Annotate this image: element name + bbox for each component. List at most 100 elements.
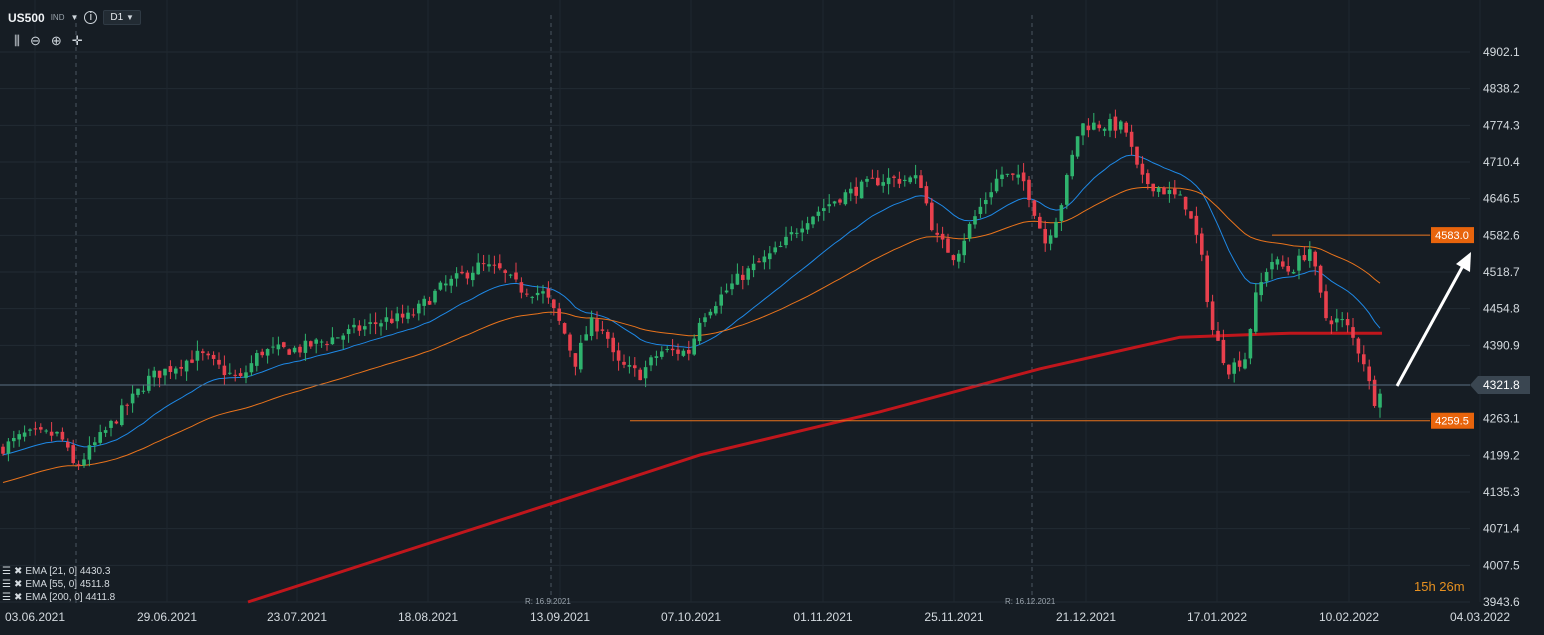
settings-icon[interactable]: ☰ (2, 566, 11, 577)
chart-grid (0, 0, 1481, 604)
trend-arrow[interactable] (1395, 261, 1467, 387)
y-tick-label: 4774.3 (1483, 118, 1520, 132)
indicator-row[interactable]: ☰ ✖ EMA [55, 0] 4511.8 (2, 578, 115, 591)
candle (76, 464, 81, 466)
candle (508, 274, 513, 276)
candle (579, 342, 583, 370)
candle (951, 255, 956, 261)
indicator-row[interactable]: ☰ ✖ EMA [200, 0] 4411.8 (2, 591, 115, 604)
candle (1167, 190, 1172, 194)
candle (427, 300, 432, 305)
candle (390, 318, 394, 323)
candle (519, 282, 524, 293)
candle (681, 350, 686, 356)
indicator-row[interactable]: ☰ ✖ EMA [21, 0] 4430.3 (2, 565, 115, 578)
y-tick-label: 4263.1 (1483, 412, 1520, 426)
candle (1038, 216, 1042, 229)
candle (724, 290, 729, 293)
candle (535, 292, 540, 296)
timeframe-select[interactable]: D1 ▼ (103, 10, 141, 25)
candle (1237, 360, 1242, 367)
zoom-out-icon[interactable]: ⊖ (29, 33, 41, 48)
candle (1318, 265, 1323, 293)
settings-icon[interactable]: ☰ (2, 592, 11, 603)
candle (1183, 196, 1188, 210)
candles-icon[interactable]: ⫼ (14, 33, 20, 48)
candle (157, 370, 162, 378)
candle (1005, 173, 1010, 175)
candle (487, 264, 491, 267)
candle (865, 178, 869, 182)
candle (568, 334, 572, 351)
current-price-badge (1470, 375, 1530, 394)
zoom-in-icon[interactable]: ⊕ (50, 33, 62, 48)
info-icon[interactable]: i (84, 11, 98, 24)
candle (924, 186, 929, 204)
candle (465, 272, 470, 279)
chevron-down-icon[interactable]: ▼ (70, 13, 79, 22)
candle (525, 293, 529, 295)
candle (849, 188, 853, 194)
candle (433, 290, 437, 303)
candle (346, 329, 351, 334)
chart-toolbar: US500 IND ▼ i D1 ▼ (8, 10, 141, 25)
candle (1011, 173, 1015, 175)
candle (530, 296, 534, 298)
candle (838, 199, 842, 203)
current-price-label: 4321.8 (1483, 378, 1520, 392)
candle (649, 357, 653, 366)
candle (163, 368, 167, 376)
candle (1270, 261, 1274, 270)
candle (984, 199, 988, 205)
level-badge[interactable] (1431, 227, 1474, 244)
candle (82, 459, 86, 466)
candle (1113, 116, 1118, 131)
candle (406, 312, 410, 319)
candle (881, 182, 885, 186)
x-tick-label: 25.11.2021 (924, 610, 983, 624)
close-icon[interactable]: ✖ (13, 566, 23, 577)
candle (6, 441, 11, 454)
candle (1281, 261, 1285, 267)
candle (1254, 292, 1258, 332)
candle (217, 359, 221, 365)
candle (1259, 282, 1263, 296)
candle (827, 204, 831, 207)
candle (930, 202, 934, 231)
x-tick-label: 10.02.2022 (1319, 610, 1379, 624)
candle (341, 335, 345, 340)
y-tick-label: 4582.6 (1483, 228, 1520, 242)
candle (1335, 318, 1339, 323)
candle (276, 344, 281, 350)
horizontal-levels[interactable]: 4583.0 4259.5 4321.8 (0, 227, 1530, 429)
close-icon[interactable]: ✖ (13, 592, 23, 603)
candle (1367, 366, 1371, 382)
crosshair-icon[interactable]: ✛ (71, 33, 83, 48)
candle (314, 339, 318, 344)
indicator-label: EMA [200, 0] 4411.8 (25, 592, 116, 603)
settings-icon[interactable]: ☰ (2, 579, 11, 590)
candle (17, 434, 21, 440)
candle (611, 337, 615, 353)
candle (546, 288, 551, 298)
candle (757, 261, 761, 263)
candle (141, 390, 146, 392)
x-tick-label: 04.03.2022 (1450, 610, 1510, 624)
candle (1108, 118, 1112, 131)
ema-lines (2, 154, 1383, 604)
candle (665, 349, 669, 351)
candle-countdown: 15h 26m (1414, 579, 1465, 594)
candle (1356, 338, 1361, 354)
candle (589, 317, 594, 336)
candle (222, 365, 227, 376)
candle (503, 270, 507, 273)
candle (395, 313, 399, 322)
level-badge[interactable] (1431, 412, 1474, 429)
candle (1216, 330, 1220, 341)
symbol-label[interactable]: US500 (8, 10, 45, 25)
y-tick-label: 4071.4 (1483, 522, 1520, 536)
level-label: 4583.0 (1435, 230, 1469, 242)
close-icon[interactable]: ✖ (13, 579, 23, 590)
candle (1291, 271, 1296, 274)
